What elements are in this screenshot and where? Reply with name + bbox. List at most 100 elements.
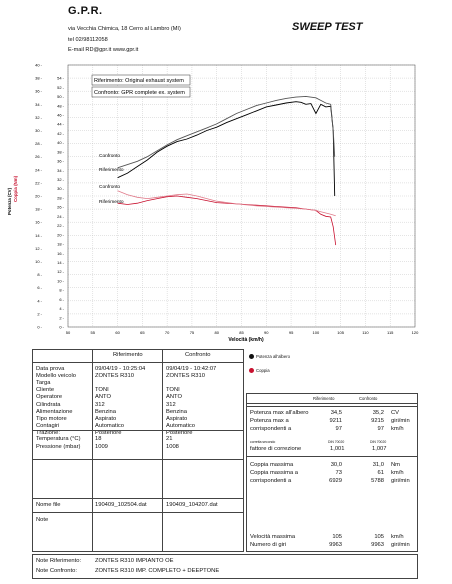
x-tick-label: 100 xyxy=(313,330,320,335)
info-sep-notes xyxy=(32,512,244,513)
y-axis-label-power: Potenza (CV) xyxy=(7,187,12,215)
y-tick-label: 22 - xyxy=(35,180,43,185)
note-ref-value: ZONTES R310 IMPIANTO OE xyxy=(95,558,174,564)
torque-tick-label: 44 - xyxy=(57,122,65,127)
company-address-block: via Vecchia Chimica, 18 Cerro al Lambro … xyxy=(68,24,181,56)
note-cmp-label: Note Confronto: xyxy=(36,568,77,574)
torque-tick-label: 42 - xyxy=(57,131,65,136)
info-col-cmp: Confronto xyxy=(185,352,211,358)
y-tick-label: 12 - xyxy=(35,246,43,251)
info-ref-value: TONI xyxy=(95,387,109,394)
torque-tick-label: 2 - xyxy=(59,315,64,320)
power-row-cmp: 9215 xyxy=(371,418,384,424)
y-tick-label: 28 - xyxy=(35,141,43,146)
label-torque-riferimento: Riferimento xyxy=(99,199,124,205)
info-col-ref: Riferimento xyxy=(113,352,143,358)
torque-tick-label: 4 - xyxy=(59,306,64,311)
torque-tick-label: 0 - xyxy=(59,325,64,330)
note-ref-label: Note Riferimento: xyxy=(36,558,82,564)
y-tick-label: 2 - xyxy=(37,311,42,316)
x-tick-label: 110 xyxy=(362,330,369,335)
x-tick-label: 50 xyxy=(66,330,71,335)
y-tick-label: 6 - xyxy=(37,285,42,290)
torque-tick-label: 50 - xyxy=(57,94,65,99)
speed-row-ref: 9963 xyxy=(329,542,342,548)
env-ref-pressure: 1009 xyxy=(95,444,108,450)
series-potenza-riferimento xyxy=(117,101,336,197)
x-tick-label: 115 xyxy=(387,330,394,335)
corr-ref: DIN 70020 xyxy=(328,440,345,444)
factor-ref: 1,001 xyxy=(330,446,345,452)
torque-tick-label: 40 - xyxy=(57,140,65,145)
y-tick-label: 34 - xyxy=(35,102,43,107)
torque-tick-label: 20 - xyxy=(57,232,65,237)
env-cmp-pressure: 1008 xyxy=(166,444,179,450)
torque-tick-label: 16 - xyxy=(57,251,65,256)
torque-row-ref: 73 xyxy=(335,470,342,476)
power-row-unit: giri/min xyxy=(391,418,410,424)
x-tick-label: 105 xyxy=(337,330,344,335)
x-tick-label: 70 xyxy=(165,330,170,335)
info-sep-env xyxy=(32,430,244,431)
speed-axis-ticks: 50 55 60 65 70 75 80 85 90 95 100 105 110 115 120 xyxy=(66,330,419,335)
sweep-chart: 0 - 2 - 4 - 6 - 8 - 10 - 12 - 14 - 16 - 18 - 20 - 2… xyxy=(7,63,419,344)
torque-swatch-icon xyxy=(249,368,254,374)
info-ref-value: Aspirato xyxy=(95,415,117,422)
torque-row-label: Coppia massima xyxy=(250,462,294,468)
legend-riferimento: Riferimento: Original exhaust system xyxy=(94,78,184,84)
torque-tick-label: 22 - xyxy=(57,223,65,228)
results-sep-1 xyxy=(246,406,418,407)
results-panel xyxy=(246,393,418,552)
power-row-label: Potenza max all'albero xyxy=(250,410,309,416)
speed-row-label: Numero di giri xyxy=(250,542,287,548)
note-cmp-value: ZONTES R310 IMP. COMPLETO + DEEPTONE xyxy=(95,568,220,574)
series-legend-torque: Coppia xyxy=(249,368,270,374)
info-cmp-value: ZONTES R310 xyxy=(166,373,205,380)
info-sep-note xyxy=(32,498,244,499)
torque-row-ref: 30,0 xyxy=(330,462,342,468)
torque-tick-label: 34 - xyxy=(57,168,65,173)
info-cmp-value: Aspirato xyxy=(166,415,188,422)
torque-row-cmp: 61 xyxy=(377,470,384,476)
speed-row-ref: 105 xyxy=(332,534,342,540)
info-ref-value: ZONTES R310 xyxy=(95,373,134,380)
y-tick-label: 38 - xyxy=(35,76,43,81)
torque-tick-label: 54 - xyxy=(57,76,65,81)
info-cmp-value: ANTO xyxy=(166,394,182,401)
contact-line: E-mail RD@gpr.it www.gpr.it xyxy=(68,47,139,53)
env-label-pressure: Pressione (mbar) xyxy=(36,444,81,450)
torque-tick-label: 28 - xyxy=(57,195,65,200)
info-panel xyxy=(32,349,244,552)
speed-row-unit: giri/min xyxy=(391,542,410,548)
torque-tick-label: 48 - xyxy=(57,103,65,108)
env-label-temp: Temperatura (°C) xyxy=(36,436,81,442)
y-axis-label-torque: Coppia (Nm) xyxy=(13,175,18,202)
corr-cmp: DIN 70020 xyxy=(370,440,387,444)
company-name: G.P.R. xyxy=(68,5,103,17)
x-tick-label: 60 xyxy=(115,330,120,335)
power-row-ref: 34,5 xyxy=(330,410,342,416)
y-tick-label: 26 - xyxy=(35,154,43,159)
info-ref-value: ANTO xyxy=(95,394,111,401)
torque-tick-label: 52 - xyxy=(57,85,65,90)
legend-confronto: Confronto: GPR complete ex. system xyxy=(94,90,185,96)
torque-row-unit: km/h xyxy=(391,470,404,476)
speed-row-unit: km/h xyxy=(391,534,404,540)
factor-cmp: 1,007 xyxy=(372,446,387,452)
info-cmp-value: 312 xyxy=(166,401,176,408)
y-tick-label: 20 - xyxy=(35,194,43,199)
series-coppia-riferimento xyxy=(117,195,337,246)
speed-row-cmp: 105 xyxy=(374,534,384,540)
legend-box-confronto xyxy=(91,86,191,98)
y-tick-label: 24 - xyxy=(35,167,43,172)
series-coppia-confronto xyxy=(117,190,336,217)
factor-label: fattore di correzione xyxy=(250,446,302,452)
speed-row-label: Velocità massima xyxy=(250,534,296,540)
info-label: Cilindrata xyxy=(36,401,61,408)
info-cmp-value: 09/04/19 - 10:42:07 xyxy=(166,366,217,372)
torque-row-ref: 6929 xyxy=(329,478,342,484)
y-tick-label: 4 - xyxy=(37,298,42,303)
results-col-ref: Riferimento xyxy=(313,396,335,401)
y-tick-label: 40 - xyxy=(35,63,43,68)
info-label: Cliente xyxy=(36,387,55,394)
